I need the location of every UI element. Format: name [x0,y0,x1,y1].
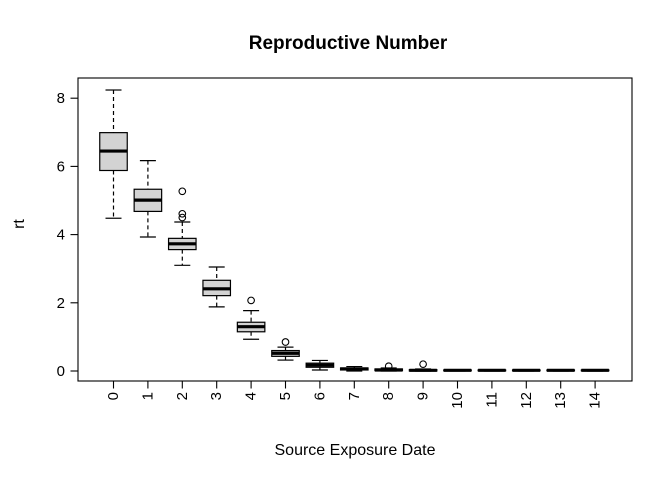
x-tick-label: 4 [243,392,260,400]
boxplot-group-6 [305,359,335,371]
outlier-point [178,213,187,222]
y-tick-label: 6 [57,158,65,175]
boxplot-group-13 [546,368,576,372]
outlier-point [247,296,255,305]
y-tick-label: 0 [57,363,65,380]
outlier-point [419,360,427,369]
boxplot-group-8 [374,362,404,372]
y-axis-label: rt [11,219,28,229]
x-tick-label: 3 [208,392,225,400]
x-tick-label: 12 [518,392,535,409]
y-tick-label: 4 [57,227,65,244]
chart-title: Reproductive Number [249,33,448,54]
x-tick-label: 13 [552,392,569,409]
boxplot-group-3 [202,266,232,308]
outlier-point [178,209,187,218]
boxplot-group-9 [408,360,438,372]
outlier-point [178,187,187,196]
x-tick-label: 6 [311,392,328,400]
boxplot-group-0 [99,89,128,219]
x-tick-label: 2 [174,392,191,400]
y-axis: 0 2 4 6 8 [57,90,78,380]
boxplot-group-4 [236,296,266,340]
y-tick-label: 2 [57,295,65,312]
boxplot-group-7 [339,365,369,372]
x-axis-label: Source Exposure Date [275,442,436,459]
boxplot-group-12 [511,368,541,372]
boxplot-group-1 [133,160,163,238]
boxplot-group-14 [580,368,610,372]
x-tick-label: 1 [139,392,156,400]
x-tick-label: 11 [483,392,500,408]
x-axis: 0 1 2 3 4 5 6 7 8 9 10 11 12 13 14 [105,381,604,409]
boxplot-group-5 [271,338,300,361]
x-tick-label: 7 [346,392,363,400]
plot-frame [77,77,633,382]
outlier-point [384,362,393,371]
x-tick-label: 8 [380,392,397,400]
outlier-point [281,338,290,346]
boxplot-group-2 [167,187,197,266]
boxplot-group-10 [443,368,472,372]
boxplot-group-11 [477,368,507,372]
x-tick-label: 9 [415,392,432,400]
x-tick-label: 14 [587,392,604,409]
x-tick-label: 5 [277,392,294,400]
boxes-layer [99,89,610,372]
y-tick-label: 8 [57,90,65,107]
x-tick-label: 10 [449,392,466,409]
x-tick-label: 0 [105,392,122,400]
